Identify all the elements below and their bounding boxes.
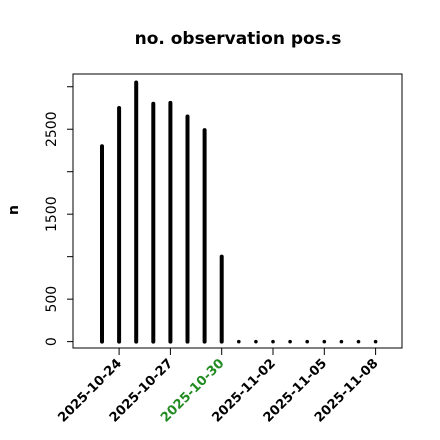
bars — [100, 80, 378, 344]
chart-title: no. observation pos.s — [135, 29, 342, 49]
bar-zero-point — [373, 339, 378, 344]
y-tick-label: 0 — [44, 337, 60, 346]
bar-zero-point — [322, 339, 327, 344]
bar-zero-point — [254, 339, 258, 344]
y-axis-label: n — [6, 205, 22, 215]
bar-zero-point — [288, 339, 292, 344]
x-axis: 2025-10-242025-10-272025-10-302025-11-02… — [56, 347, 381, 426]
bar-zero-point — [271, 339, 275, 344]
bar-zero-point — [237, 339, 241, 344]
bar-zero-point — [356, 339, 361, 344]
y-tick-label: 1500 — [44, 196, 60, 232]
plot-frame — [72, 73, 403, 349]
y-axis: 0 500 1500 2500 — [44, 86, 74, 346]
bar-zero-point — [305, 339, 310, 344]
y-tick-label: 2500 — [44, 111, 60, 147]
bar-zero-point — [339, 339, 344, 344]
y-tick-label: 500 — [44, 286, 60, 313]
